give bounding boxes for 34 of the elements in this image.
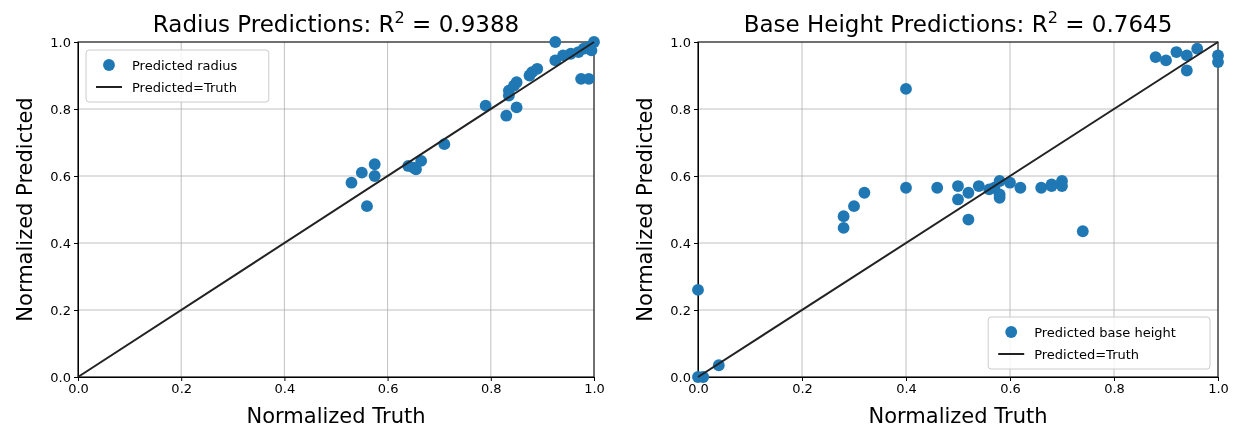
x-tick-label: 0.4 <box>274 381 296 397</box>
y-tick-label: 0.2 <box>670 302 691 318</box>
legend-label: Predicted base height <box>1034 325 1176 340</box>
x-tick-label: 0.2 <box>171 381 193 397</box>
x-tick-label: 0.2 <box>792 381 813 397</box>
x-axis-title: Normalized Truth <box>246 404 426 428</box>
chart-title: Base Height Predictions: R$^{2}$ = 0.7645 <box>743 7 1173 37</box>
x-tick-label: 1.0 <box>1208 381 1229 397</box>
x-tick-label: 0.8 <box>480 381 502 397</box>
y-tick-label: 1.0 <box>670 34 691 50</box>
y-tick-label: 0.2 <box>50 302 71 318</box>
legend-label: Predicted radius <box>132 58 238 73</box>
y-tick-label: 0.4 <box>670 235 691 251</box>
y-tick-label: 0.8 <box>670 101 691 117</box>
x-tick-label: 0.8 <box>1104 381 1125 397</box>
x-axis-title: Normalized Truth <box>868 404 1048 428</box>
legend-label: Predicted=Truth <box>132 80 237 95</box>
y-tick-label: 0.0 <box>670 369 691 385</box>
y-tick-label: 1.0 <box>50 34 71 50</box>
chart-title: Radius Predictions: R$^{2}$ = 0.9388 <box>152 7 520 37</box>
x-tick-label: 1.0 <box>584 381 605 397</box>
x-tick-label: 0.0 <box>688 381 709 397</box>
y-axis-title: Normalized Predicted <box>633 97 657 322</box>
y-tick-label: 0.4 <box>50 235 71 251</box>
y-tick-label: 0.6 <box>670 168 691 184</box>
y-axis-title: Normalized Predicted <box>13 97 37 322</box>
x-tick-label: 0.6 <box>377 381 399 397</box>
y-tick-label: 0.8 <box>50 101 71 117</box>
x-tick-label: 0.4 <box>896 381 917 397</box>
x-tick-label: 0.6 <box>1000 381 1021 397</box>
legend-label: Predicted=Truth <box>1034 347 1140 362</box>
y-tick-label: 0.0 <box>50 369 71 385</box>
y-tick-label: 0.6 <box>50 168 71 184</box>
x-tick-label: 0.0 <box>68 381 89 397</box>
